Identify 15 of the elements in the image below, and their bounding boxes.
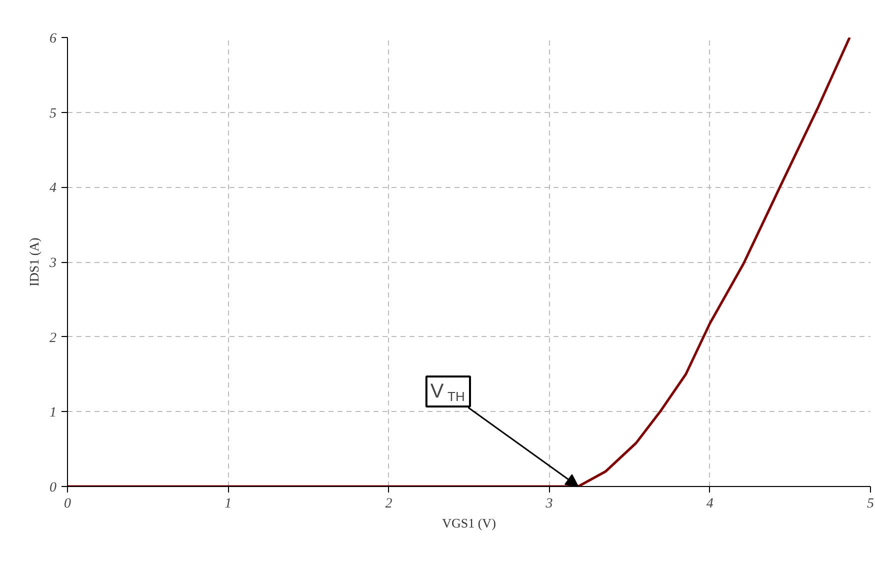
y-tick-label: 4: [50, 181, 56, 196]
x-tick-label: 4: [706, 496, 714, 512]
y-tick-label: 6: [50, 32, 56, 46]
x-tick-label: 0: [64, 496, 71, 512]
x-axis-title: VGS1 (V): [442, 516, 496, 530]
x-tick-label: 1: [224, 496, 232, 512]
y-tick-label: 2: [50, 330, 56, 346]
y-axis-title: IDS1 (A): [26, 238, 42, 286]
y-tick-label: 0: [50, 480, 56, 496]
y-tick-label: 3: [48, 256, 56, 271]
y-tick-label: 1: [50, 406, 56, 421]
x-tick-label: 5: [867, 496, 874, 512]
x-tick-label: 3: [544, 496, 553, 512]
x-tick-label: 2: [385, 496, 392, 512]
y-tick-label: 5: [50, 106, 56, 122]
